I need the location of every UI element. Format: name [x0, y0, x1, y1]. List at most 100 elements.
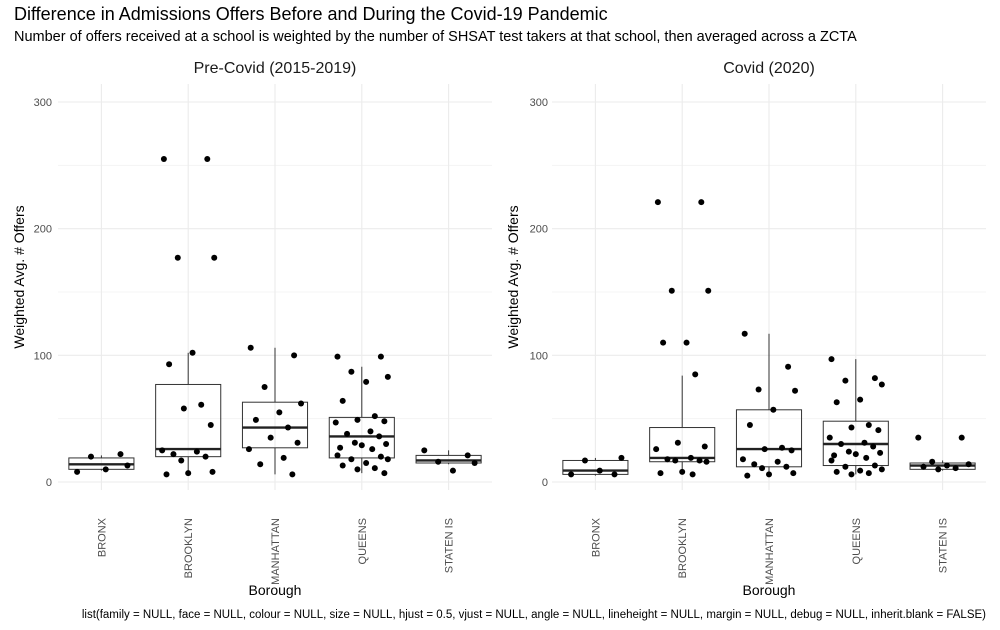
box-iqr [735, 409, 803, 468]
data-point-manhattan [770, 406, 777, 413]
data-point-manhattan [783, 463, 790, 470]
data-point-brooklyn [204, 156, 211, 162]
data-point-bronx [102, 466, 109, 473]
data-point-manhattan [766, 471, 772, 478]
data-point-queens [826, 434, 833, 441]
data-point-brooklyn [674, 439, 681, 446]
data-point-manhattan [294, 439, 301, 446]
x-tick-label: MANHATTAN [764, 518, 776, 585]
x-tick-label: BROOKLYN [183, 518, 195, 578]
data-point-queens [842, 463, 849, 470]
box-iqr [415, 454, 482, 464]
box-brooklyn [649, 375, 716, 475]
data-point-manhattan [746, 422, 753, 428]
y-axis-title: Weighted Avg. # Offers [505, 205, 521, 348]
box-queens [328, 366, 395, 474]
data-point-manhattan [291, 352, 298, 359]
facet-strip-title: Covid (2020) [723, 60, 815, 77]
y-tick-label: 100 [34, 350, 52, 362]
data-point-queens [334, 452, 341, 459]
box-iqr [155, 383, 222, 458]
box-bronx [562, 457, 629, 476]
data-point-bronx [87, 453, 94, 460]
data-point-manhattan [257, 461, 264, 468]
data-point-manhattan [790, 470, 797, 477]
data-point-brooklyn [178, 457, 185, 464]
data-point-queens [348, 368, 355, 375]
data-point-queens [363, 378, 370, 385]
data-point-queens [857, 467, 864, 474]
x-axis-title: Borough [249, 582, 302, 598]
x-tick-label: BRONX [590, 517, 602, 557]
data-point-brooklyn [701, 443, 708, 450]
data-point-brooklyn [202, 453, 209, 460]
data-point-queens [367, 428, 374, 435]
data-point-queens [332, 419, 339, 426]
data-point-queens [384, 373, 391, 380]
data-point-brooklyn [211, 254, 218, 261]
data-point-queens [878, 381, 885, 388]
data-point-manhattan [247, 344, 254, 351]
chart-subtitle: Number of offers received at a school is… [14, 29, 857, 45]
data-point-queens [842, 377, 849, 384]
data-point-queens [377, 453, 384, 460]
data-point-bronx [74, 468, 81, 475]
data-point-manhattan [785, 363, 792, 370]
data-point-brooklyn [657, 470, 664, 477]
data-point-brooklyn [683, 339, 690, 346]
data-point-staten-is [920, 463, 927, 470]
data-point-manhattan [298, 400, 305, 407]
data-point-bronx [581, 457, 588, 464]
data-point-queens [878, 466, 885, 473]
data-point-manhattan [744, 472, 751, 479]
y-tick-label: 100 [530, 350, 548, 362]
data-point-brooklyn [698, 199, 705, 206]
data-point-brooklyn [653, 446, 660, 453]
box-queens [822, 359, 889, 475]
data-point-queens [852, 451, 859, 458]
data-point-queens [334, 353, 341, 360]
data-point-brooklyn [664, 456, 671, 463]
data-point-brooklyn [198, 401, 205, 408]
data-point-brooklyn [687, 454, 694, 461]
data-point-queens [857, 396, 864, 403]
data-point-bronx [618, 454, 625, 461]
facet-strip-title: Pre-Covid (2015-2019) [194, 60, 357, 77]
data-point-brooklyn [170, 451, 177, 458]
data-point-queens [833, 468, 840, 475]
box-iqr [241, 401, 309, 449]
data-point-brooklyn [689, 471, 696, 478]
data-point-staten-is [952, 465, 959, 472]
y-tick-label: 200 [530, 224, 548, 236]
data-point-bronx [596, 467, 603, 474]
data-point-manhattan [759, 465, 766, 472]
data-point-staten-is [943, 462, 950, 469]
data-point-brooklyn [660, 339, 667, 346]
data-point-queens [381, 470, 388, 477]
data-point-manhattan [741, 330, 748, 337]
data-point-brooklyn [180, 405, 187, 412]
data-point-staten-is [464, 452, 471, 459]
y-tick-label: 300 [530, 97, 548, 109]
data-point-queens [371, 465, 378, 472]
data-point-queens [358, 442, 365, 449]
data-point-manhattan [252, 416, 259, 423]
data-point-staten-is [421, 447, 428, 454]
data-point-queens [875, 427, 882, 434]
data-point-brooklyn [193, 448, 200, 455]
box-staten-is [415, 450, 482, 465]
box-iqr [328, 416, 395, 459]
data-point-queens [848, 424, 855, 431]
box-staten-is [909, 460, 976, 471]
data-point-queens [337, 444, 344, 451]
data-point-staten-is [449, 467, 456, 474]
data-point-manhattan [261, 384, 268, 390]
x-tick-label: STATEN IS [938, 518, 950, 573]
data-point-queens [376, 433, 383, 440]
data-point-queens [863, 454, 870, 461]
data-point-brooklyn [163, 471, 170, 478]
data-point-queens [828, 356, 835, 363]
data-point-brooklyn [696, 457, 703, 464]
data-point-queens [848, 471, 855, 478]
